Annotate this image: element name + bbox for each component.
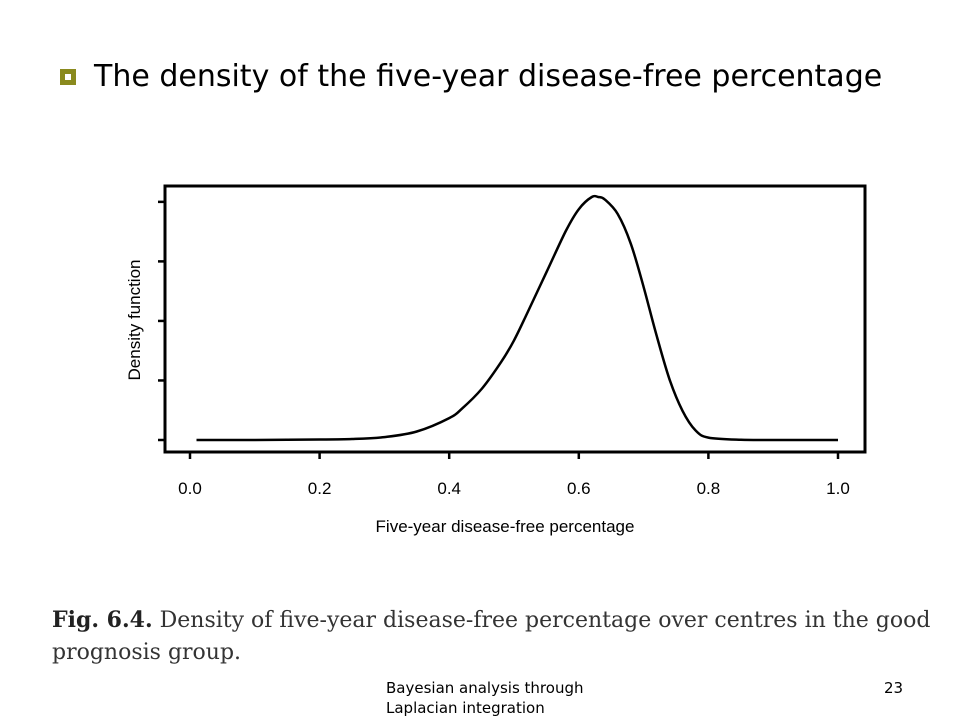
caption-label: Fig. 6.4. bbox=[52, 607, 153, 633]
y-axis-label: Density function bbox=[125, 260, 144, 381]
x-tick-label: 1.0 bbox=[826, 479, 850, 498]
x-tick-label: 0.0 bbox=[178, 479, 202, 498]
page-number: 23 bbox=[884, 679, 904, 697]
x-tick-label: 0.4 bbox=[437, 479, 461, 498]
plot-frame bbox=[163, 184, 867, 454]
x-tick-label: 0.8 bbox=[697, 479, 721, 498]
slide-heading: The density of the five-year disease-fre… bbox=[94, 59, 883, 94]
x-axis-label: Five-year disease-free percentage bbox=[376, 517, 635, 536]
footer-title: Bayesian analysis through Laplacian inte… bbox=[386, 679, 584, 717]
density-chart: 0.0 0.2 0.4 0.6 0.8 1.0 Five-year disease-fre… bbox=[125, 184, 867, 536]
density-curve bbox=[196, 194, 838, 442]
square-bullet-icon bbox=[60, 69, 76, 85]
figure-caption: Fig. 6.4. Density of five-year disease-f… bbox=[52, 604, 932, 669]
x-tick-label: 0.6 bbox=[567, 479, 591, 498]
x-tick-label: 0.2 bbox=[308, 479, 332, 498]
caption-text: Density of five-year disease-free percen… bbox=[52, 608, 931, 665]
